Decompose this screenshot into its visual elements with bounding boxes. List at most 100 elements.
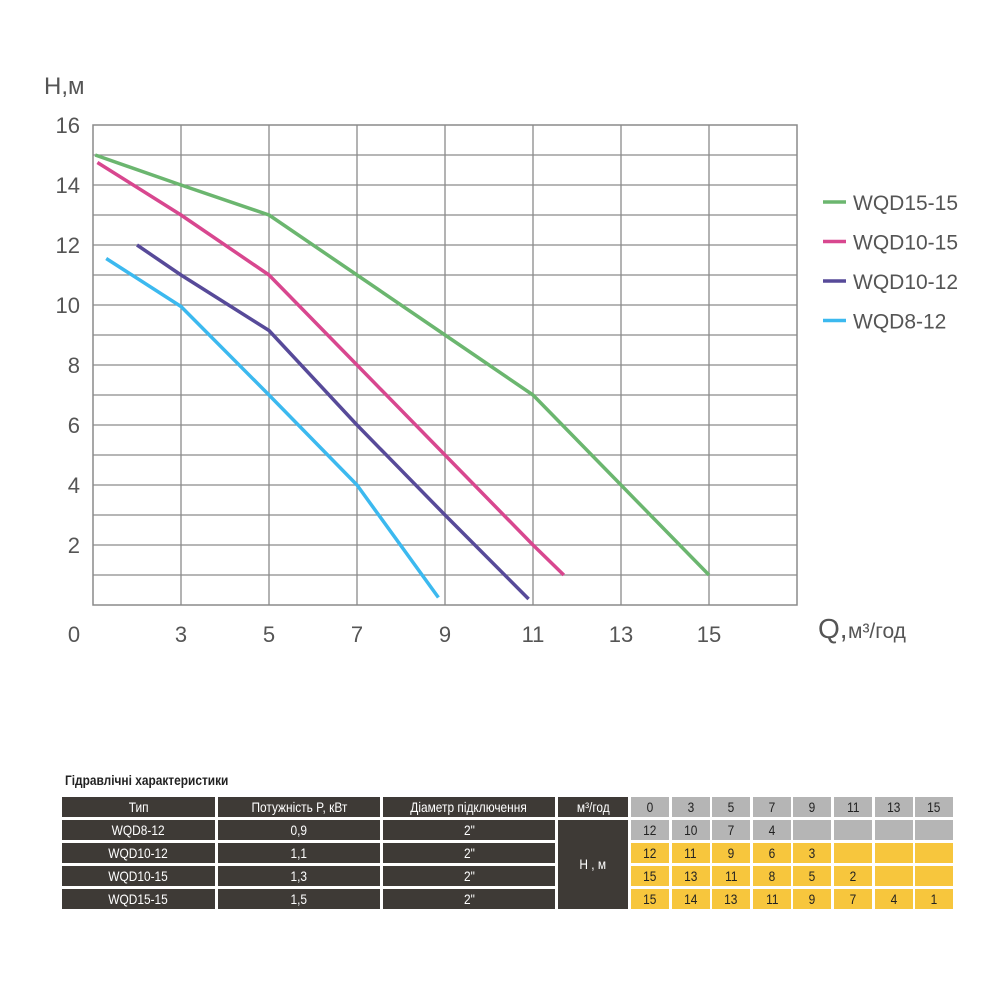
head-value-cell [915, 842, 954, 863]
x-tick-label: 15 [697, 622, 721, 647]
type-cell-text: WQD8-12 [112, 821, 165, 838]
power-cell-text: 0,9 [290, 821, 308, 838]
head-value-cell-text: 13 [724, 890, 738, 907]
head-label-cell: H , м [558, 819, 628, 909]
table-title: Гідравлічні характеристики [65, 772, 229, 788]
legend-label: WQD10-12 [853, 271, 958, 294]
head-value-cell: 9 [793, 888, 832, 909]
header-cell: Потужність P, кВт [218, 797, 380, 817]
head-value-cell: 14 [671, 888, 710, 909]
head-value-cell-text: 1 [930, 890, 938, 907]
head-value-cell-text: 4 [768, 821, 776, 838]
flow-header-cell: 15 [915, 797, 954, 817]
head-value-cell-text: 7 [727, 821, 735, 838]
power-cell-text: 1,1 [290, 844, 308, 861]
type-cell: WQD10-15 [62, 865, 215, 886]
head-value-cell-text: 14 [683, 890, 698, 907]
diameter-cell-text: 2" [463, 890, 475, 907]
head-value-cell-text: 15 [643, 890, 657, 907]
series-line-WQD15-15 [94, 153, 711, 577]
flow-header-cell-text: 0 [646, 799, 654, 815]
flow-header-cell: 13 [874, 797, 913, 817]
header-cell-text: Потужність P, кВт [251, 799, 347, 815]
head-value-cell [834, 842, 872, 863]
type-cell-text: WQD15-15 [108, 890, 169, 907]
header-cell: Діаметр підключення [383, 797, 555, 817]
diameter-cell: 2" [383, 865, 555, 886]
y-tick-label: 6 [68, 413, 80, 438]
pump-curve-chart: 2 4 6 8 10 12 14 16 3 5 7 9 11 13 15 0 H,м Q, м³/год WQD15-… [44, 73, 958, 647]
x-tick-label: 7 [351, 622, 363, 647]
header-cell-text: м³/год [576, 799, 610, 815]
flow-header-cell-text: 11 [846, 799, 860, 815]
flow-header-cell-text: 3 [687, 799, 694, 815]
x-tick-label: 5 [263, 622, 275, 647]
flow-header-cell: 11 [834, 797, 872, 817]
x-tick-label: 9 [439, 622, 451, 647]
head-value-cell-text: 11 [684, 844, 697, 861]
legend-label: WQD10-15 [853, 232, 958, 255]
head-value-cell: 11 [671, 842, 710, 863]
head-value-cell [915, 865, 954, 886]
head-value-cell: 4 [874, 888, 913, 909]
head-value-cell: 1 [915, 888, 954, 909]
flow-header-cell: 0 [631, 797, 669, 817]
header-cell-text: Діаметр підключення [410, 799, 528, 815]
flow-header-cell: 3 [671, 797, 710, 817]
flow-header-cell-text: 13 [886, 799, 901, 815]
diameter-cell: 2" [383, 842, 555, 863]
plot-frame [92, 124, 798, 606]
head-value-cell: 7 [834, 888, 872, 909]
head-value-cell-text: 6 [768, 844, 776, 861]
x-tick-label: 11 [522, 622, 545, 647]
head-value-cell [874, 819, 913, 840]
head-value-cell-text: 9 [809, 890, 816, 907]
x-tick-label: 13 [609, 622, 633, 647]
head-value-cell: 11 [752, 888, 791, 909]
power-cell-text: 1,3 [290, 867, 308, 884]
header-cell: Тип [62, 797, 215, 817]
type-cell: WQD8-12 [62, 819, 215, 840]
head-value-cell-text: 11 [724, 867, 738, 884]
diameter-cell-text: 2" [463, 821, 475, 838]
series-line-WQD8-12 [105, 257, 440, 599]
head-value-cell: 13 [671, 865, 710, 886]
power-cell-text: 1,5 [290, 890, 308, 907]
head-value-cell-text: 11 [765, 890, 778, 907]
head-value-cell-text: 2 [849, 867, 857, 884]
head-value-cell: 11 [712, 865, 751, 886]
legend-label: WQD8-12 [853, 311, 946, 334]
flow-header-cell: 9 [793, 797, 832, 817]
power-cell: 1,3 [218, 865, 380, 886]
x-axis-unit: м³/год [848, 620, 906, 643]
y-tick-label: 14 [56, 173, 80, 198]
diameter-cell: 2" [383, 819, 555, 840]
diameter-cell-text: 2" [463, 844, 475, 861]
diameter-cell-text: 2" [463, 867, 475, 884]
head-value-cell: 8 [752, 865, 791, 886]
y-axis-label: H,м [44, 73, 85, 100]
head-value-cell [874, 865, 913, 886]
power-cell: 0,9 [218, 819, 380, 840]
head-value-cell-text: 9 [727, 844, 735, 861]
origin-label: 0 [68, 622, 80, 647]
head-value-cell: 7 [712, 819, 751, 840]
head-value-cell-text: 4 [890, 890, 897, 907]
head-value-cell: 10 [671, 819, 710, 840]
flow-header-cell-text: 15 [927, 799, 941, 815]
type-cell: WQD10-12 [62, 842, 215, 863]
head-value-cell [834, 819, 872, 840]
y-tick-label: 8 [68, 353, 80, 378]
head-value-cell: 12 [631, 819, 669, 840]
head-value-cell [915, 819, 954, 840]
head-value-cell-text: 10 [683, 821, 698, 838]
head-value-cell-text: 12 [643, 821, 657, 838]
head-value-cell-text: 3 [809, 844, 816, 861]
x-tick-label: 3 [175, 622, 187, 647]
x-axis-label: Q, [818, 613, 848, 644]
y-tick-label: 4 [68, 473, 80, 498]
head-value-cell: 6 [752, 842, 791, 863]
power-cell: 1,1 [218, 842, 380, 863]
head-value-cell-text: 5 [809, 867, 816, 884]
head-label-cell-text: H , м [579, 855, 607, 872]
